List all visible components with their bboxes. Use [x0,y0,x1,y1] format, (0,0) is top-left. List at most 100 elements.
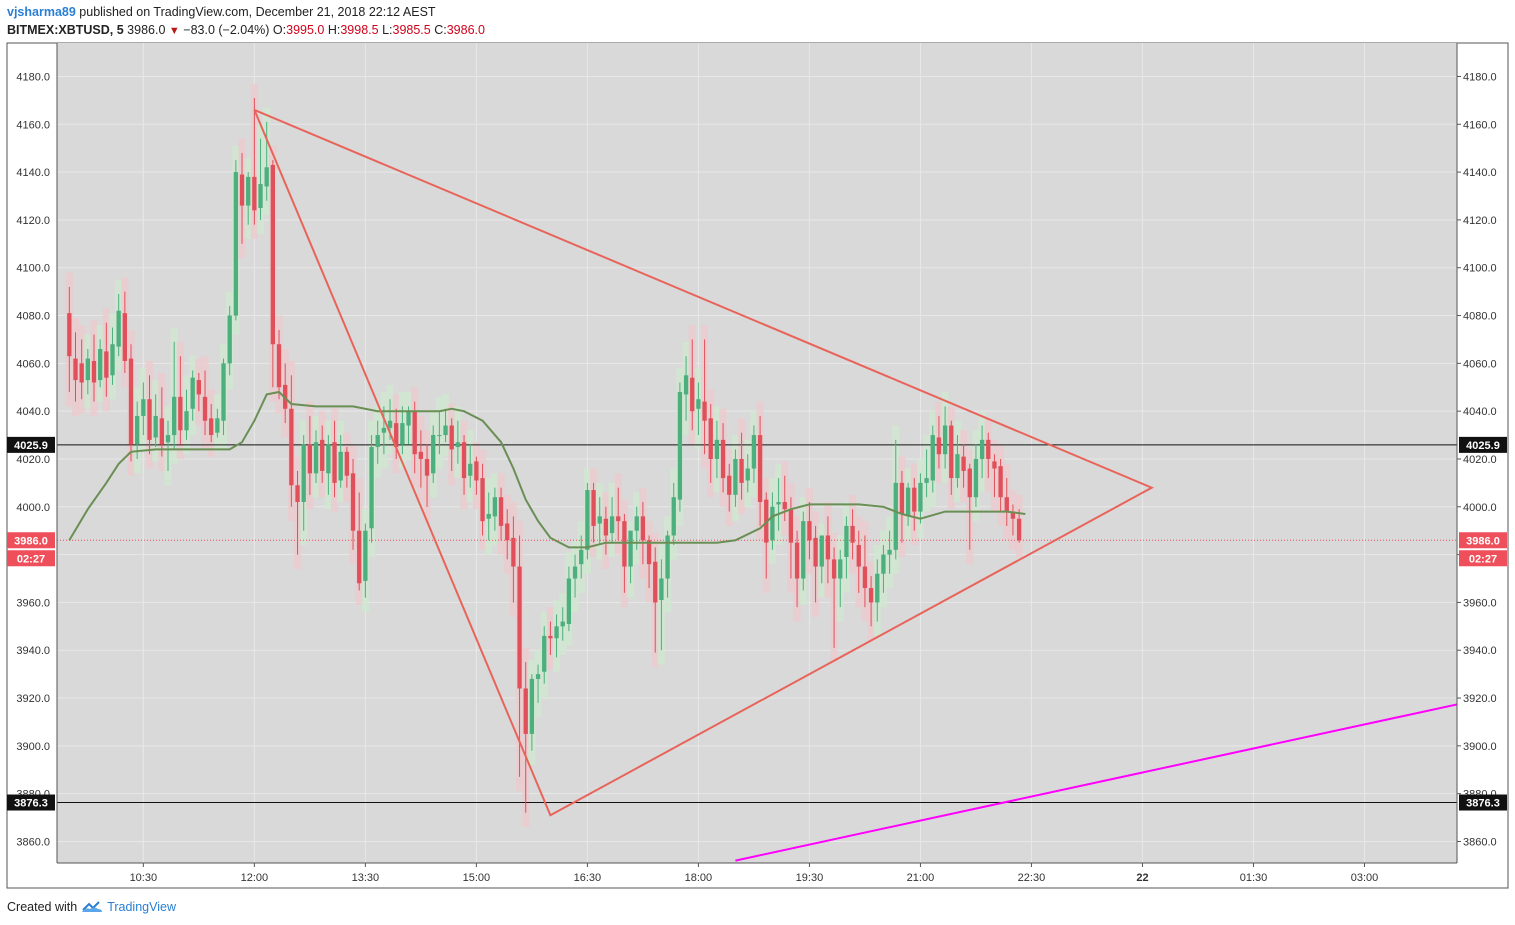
candle-body [209,418,214,436]
time-axis[interactable]: 10:30 12:00 13:30 15:00 16:30 18:00 19:30 21:00… [130,863,1379,884]
author-link[interactable]: vjsharma89 [7,5,76,19]
y-tick-label-right: 4180.0 [1463,71,1497,83]
candle-body [227,315,232,364]
candle-body [591,490,596,526]
x-tick-label: 18:00 [685,872,713,884]
candle-body [671,497,676,536]
candle-body [165,435,171,443]
candle-body [338,451,343,481]
tradingview-link[interactable]: TradingView [107,900,176,914]
created-with-label: Created with [7,900,78,914]
candle-body [498,497,504,526]
y-tick-label-right: 4060.0 [1463,358,1497,370]
x-tick-label: 15:00 [463,872,491,884]
low-label: L: [382,23,393,37]
candle-body [677,392,683,500]
y-tick-label-right: 3920.0 [1463,693,1497,705]
candle-body [295,485,300,503]
level-tag-lower-right-bg [1459,794,1507,811]
symbol-label[interactable]: BITMEX:XBTUSD, 5 [7,23,124,37]
candle-body [727,475,732,495]
candle-body [912,487,917,512]
countdown-tag-left-bg [7,550,55,567]
candle-body [986,439,991,459]
candle-body [313,442,319,474]
candle-body [449,425,454,450]
down-triangle-icon: ▼ [168,25,180,37]
axis-tags: 4025.9 4025.9 3876.3 3876.3 3986.0 3986.0 02:2… [7,436,1507,811]
candle-body [813,537,818,567]
candle-body [264,167,269,187]
close-value: 3986.0 [446,23,485,37]
countdown-tag-left: 02:27 [17,553,45,565]
candle-body [91,360,97,383]
footer: Created with TradingView [7,900,176,914]
candle-body [961,456,966,471]
candle-body [560,621,565,627]
last-price: 3986.0 [127,23,166,37]
price-tag-right-bg [1459,532,1507,549]
candle-body [135,415,140,445]
candle-body [702,401,707,421]
candle-body [566,578,572,624]
candle-body [350,473,356,531]
price-tag-left: 3986.0 [14,535,48,547]
candle-body [486,513,491,519]
high-label: H: [327,23,341,37]
y-tick-label-left: 3900.0 [16,741,50,753]
y-tick-label-right: 4000.0 [1463,502,1497,514]
low-value: 3985.5 [392,23,431,37]
candle-body [542,635,547,672]
x-tick-label: 22:30 [1018,872,1046,884]
candle-body [646,540,652,565]
candle-body [381,427,387,433]
x-tick-label: 22 [1136,872,1148,884]
candle-body [196,380,202,395]
candle-body [554,626,559,639]
y-tick-label-left: 4000.0 [16,502,50,514]
candles-layer [67,97,1022,813]
candle-body [147,399,152,440]
candle-body [178,396,183,431]
candle-body [930,435,935,481]
candle-body [110,344,115,376]
candle-body [523,688,528,734]
publish-info: published on TradingView.com, December 2… [79,5,436,19]
level-tag-upper-right-bg [1459,436,1507,453]
candle-body [73,358,78,381]
candle-body [270,164,276,345]
candle-body [394,423,399,448]
candle-body [461,442,467,479]
y-tick-label-left: 4140.0 [16,167,50,179]
candle-body [733,458,738,495]
candle-body [424,458,430,476]
candle-body [955,454,960,479]
candle-body [116,310,121,347]
candle-body [455,442,461,448]
candle-body [529,678,535,734]
candle-body [141,399,146,416]
drawings-layer [68,108,1458,862]
candle-body [739,458,744,483]
y-tick-label-left: 4040.0 [16,406,50,418]
candle-body [387,420,393,428]
candle-body [363,530,368,581]
candle-body [924,478,929,483]
candle-body [745,468,750,481]
y-tick-label-left: 4060.0 [16,358,50,370]
candle-body [856,545,861,567]
candle-body [757,435,763,503]
open-value: 3995.0 [286,23,325,37]
candle-body [708,418,713,459]
candle-body [233,172,239,316]
candle-body [326,444,331,474]
candle-body [400,423,405,445]
candle-body [850,525,855,543]
candle-body [332,442,337,483]
y-tick-label-left: 4080.0 [16,311,50,323]
y-tick-label-right: 4160.0 [1463,119,1497,131]
candle-body [289,408,294,486]
y-tick-label-right: 3940.0 [1463,645,1497,657]
candle-body [862,566,868,589]
